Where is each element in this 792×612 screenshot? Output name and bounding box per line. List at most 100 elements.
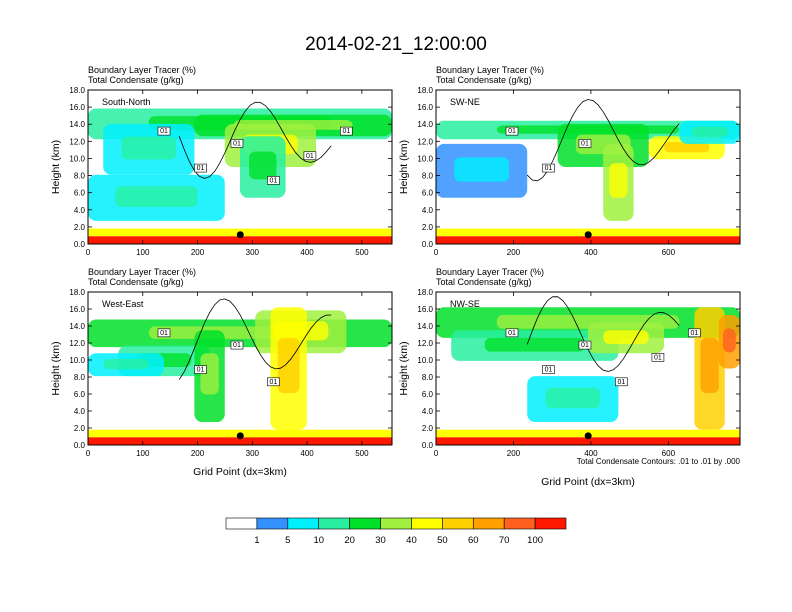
contour-label: 01 [581, 140, 589, 147]
panel-subtitle-2: Total Condensate (g/kg) [436, 277, 532, 287]
field-core [722, 328, 736, 353]
panel-3: 01 01 01 01 0.0 2.0 4.0 6.0 8.0 10.0 12.0 14.0 16.0 1… [50, 267, 393, 478]
x-tick-label: 100 [136, 449, 150, 458]
y-axis-title: Height (km) [398, 140, 410, 194]
x-tick-label: 100 [136, 248, 150, 257]
contour-label: 01 [270, 379, 278, 386]
contour-label-box [267, 176, 280, 185]
boundary-layer-lower [88, 236, 392, 244]
contour-label-box [578, 139, 592, 148]
colorbar-swatch [442, 517, 474, 530]
x-tick-label: 200 [507, 449, 521, 458]
colorbar-label: 1 [254, 535, 259, 546]
contour-label: 01 [343, 128, 351, 135]
panel-label: NW-SE [450, 299, 480, 309]
y-tick-label: 6.0 [422, 189, 434, 198]
x-tick-label: 0 [86, 449, 91, 458]
x-tick-label: 200 [191, 449, 205, 458]
colorbar-swatch [503, 517, 536, 530]
colorbar-swatch [287, 517, 320, 530]
condensate-contour [178, 298, 332, 380]
y-tick-label: 2.0 [422, 223, 434, 232]
field-fill [88, 307, 392, 445]
contour-label: 01 [654, 354, 662, 361]
contour-label: 01 [197, 165, 205, 172]
panel-label: SW-NE [450, 97, 480, 107]
x-tick-label: 500 [355, 449, 369, 458]
colorbar-label: 60 [468, 535, 479, 546]
plot-frame [87, 89, 393, 245]
contour-label-box [651, 353, 665, 362]
panel-subtitle-1: Boundary Layer Tracer (%) [88, 65, 196, 75]
y-tick-label: 0.0 [422, 240, 434, 249]
y-tick-label: 18.0 [69, 288, 85, 297]
colorbar-swatch [472, 517, 505, 530]
y-tick-label: 12.0 [417, 137, 433, 146]
colorbar-swatch [349, 517, 381, 530]
field-core [115, 186, 198, 208]
field-core [609, 163, 628, 198]
x-axis-title: Grid Point (dx=3km) [541, 476, 635, 488]
x-tick-label: 400 [300, 449, 314, 458]
plot-frame [435, 291, 741, 446]
contour-label-box [267, 377, 280, 387]
y-tick-label: 0.0 [74, 441, 86, 450]
boundary-layer-lower [436, 236, 740, 244]
colorbar-label: 70 [499, 535, 510, 546]
y-tick-label: 8.0 [422, 373, 434, 382]
x-tick-label: 500 [355, 248, 369, 257]
contour-label: 01 [581, 342, 589, 349]
x-tick-label: 300 [246, 449, 260, 458]
y-tick-label: 6.0 [74, 189, 86, 198]
panel-subtitle-2: Total Condensate (g/kg) [88, 277, 184, 287]
field-core [249, 151, 277, 180]
panel-subtitle-1: Boundary Layer Tracer (%) [436, 65, 544, 75]
boundary-layer-lower [436, 437, 740, 445]
contour-label: 01 [233, 140, 241, 147]
y-tick-label: 14.0 [417, 120, 433, 129]
field-core [603, 330, 649, 345]
location-marker [236, 432, 244, 440]
panel-subtitle-1: Boundary Layer Tracer (%) [88, 267, 196, 277]
x-tick-label: 300 [246, 248, 260, 257]
x-tick-label: 0 [434, 449, 439, 458]
y-tick-label: 10.0 [69, 356, 85, 365]
y-tick-label: 8.0 [422, 172, 434, 181]
y-tick-label: 4.0 [74, 407, 86, 416]
location-marker [236, 231, 244, 239]
condensate-contour [526, 296, 680, 372]
panel-label: West-East [102, 299, 144, 309]
colorbar-label: 100 [527, 535, 543, 546]
y-tick-label: 10.0 [417, 154, 433, 163]
x-tick-label: 600 [662, 449, 676, 458]
contour-label: 01 [233, 342, 241, 349]
contour-label-box [542, 163, 555, 173]
y-tick-label: 10.0 [417, 356, 433, 365]
x-tick-label: 400 [584, 248, 598, 257]
y-tick-label: 0.0 [422, 441, 434, 450]
field-core [121, 136, 177, 160]
x-tick-label: 200 [507, 248, 521, 257]
contour-label: 01 [508, 330, 516, 337]
y-tick-label: 4.0 [422, 407, 434, 416]
colorbar: 1 5 10 20 30 40 50 60 70 100 [225, 517, 567, 546]
contour-label-box [578, 340, 592, 350]
colorbar-swatch [256, 517, 289, 530]
y-tick-label: 4.0 [74, 206, 86, 215]
y-axis-title: Height (km) [50, 341, 62, 395]
panel-subtitle-1: Boundary Layer Tracer (%) [436, 267, 544, 277]
contour-label-box [157, 328, 171, 338]
y-tick-label: 12.0 [417, 339, 433, 348]
y-tick-label: 18.0 [417, 288, 433, 297]
y-tick-label: 2.0 [74, 223, 86, 232]
y-axis-title: Height (km) [50, 140, 62, 194]
location-marker [584, 231, 592, 239]
y-tick-label: 10.0 [69, 154, 85, 163]
colorbar-swatch [225, 517, 258, 530]
panel-4: 01 01 01 01 01 01 0.0 2.0 4.0 6.0 8.0 10.0 12.0 14.0 1… [398, 267, 741, 488]
y-tick-label: 6.0 [422, 390, 434, 399]
contour-label: 01 [508, 128, 516, 135]
panel-subtitle-2: Total Condensate (g/kg) [436, 75, 532, 85]
contour-label-box [542, 365, 555, 374]
